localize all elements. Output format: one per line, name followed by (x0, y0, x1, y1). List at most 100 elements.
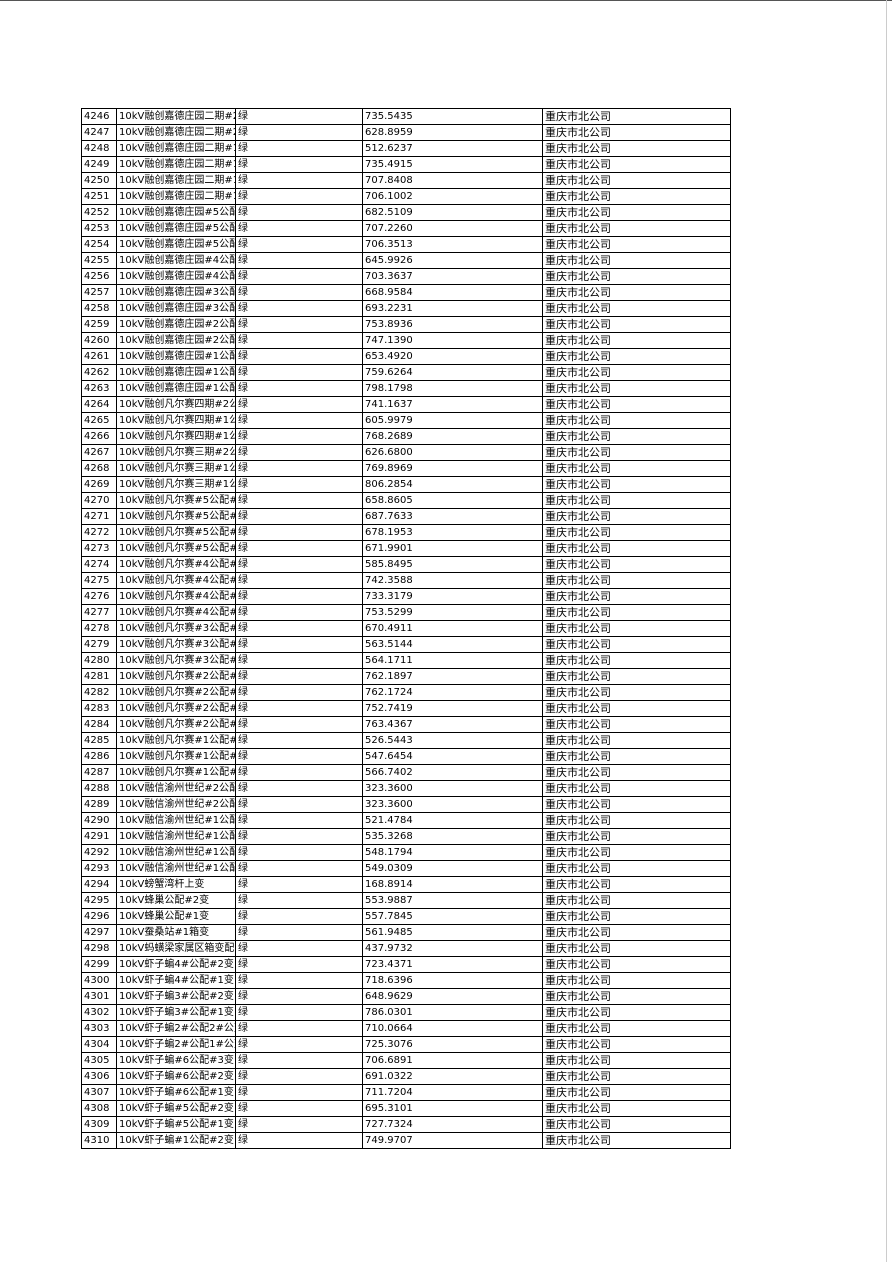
value: 553.9887 (362, 892, 543, 909)
status: 绿 (235, 124, 363, 141)
value: 741.1637 (362, 396, 543, 413)
row-id: 4290 (81, 812, 117, 829)
station-name: 10kV融创凡尔赛#4公配# (116, 588, 236, 605)
status: 绿 (235, 828, 363, 845)
status: 绿 (235, 812, 363, 829)
company: 重庆市北公司 (542, 812, 731, 829)
status: 绿 (235, 1020, 363, 1037)
station-name: 10kV融创凡尔赛#5公配# (116, 508, 236, 525)
status: 绿 (235, 764, 363, 781)
station-name: 10kV融创嘉德庄园#5公配 (116, 220, 236, 237)
station-name: 10kV融创凡尔赛四期#1公 (116, 412, 236, 429)
company: 重庆市北公司 (542, 172, 731, 189)
row-id: 4289 (81, 796, 117, 813)
table-row: 4258 10kV融创嘉德庄园#3公配绿 693.2231 重庆市北公司 (81, 300, 731, 317)
value: 747.1390 (362, 332, 543, 349)
value: 671.9901 (362, 540, 543, 557)
value: 548.1794 (362, 844, 543, 861)
value: 706.1002 (362, 188, 543, 205)
station-name: 10kV融创凡尔赛三期#1公 (116, 476, 236, 493)
value: 653.4920 (362, 348, 543, 365)
value: 768.2689 (362, 428, 543, 445)
station-name: 10kV虾子蝙4#公配#2变 (116, 956, 236, 973)
value: 678.1953 (362, 524, 543, 541)
value: 168.8914 (362, 876, 543, 893)
status: 绿 (235, 988, 363, 1005)
value: 786.0301 (362, 1004, 543, 1021)
status: 绿 (235, 348, 363, 365)
company: 重庆市北公司 (542, 780, 731, 797)
company: 重庆市北公司 (542, 860, 731, 877)
value: 512.6237 (362, 140, 543, 157)
table-row: 4300 10kV虾子蝙4#公配#1变绿 718.6396 重庆市北公司 (81, 972, 731, 989)
table-row: 4279 10kV融创凡尔赛#3公配# 绿 563.5144 重庆市北公司 (81, 636, 731, 653)
station-name: 10kV融创凡尔赛#1公配# (116, 748, 236, 765)
status: 绿 (235, 620, 363, 637)
company: 重庆市北公司 (542, 572, 731, 589)
table-row: 4309 10kV虾子蝙#5公配#1变绿 727.7324 重庆市北公司 (81, 1116, 731, 1133)
status: 绿 (235, 380, 363, 397)
value: 585.8495 (362, 556, 543, 573)
row-id: 4263 (81, 380, 117, 397)
company: 重庆市北公司 (542, 1068, 731, 1085)
table-row: 4291 10kV融信渝州世纪#1公配绿 535.3268 重庆市北公司 (81, 828, 731, 845)
company: 重庆市北公司 (542, 204, 731, 221)
value: 557.7845 (362, 908, 543, 925)
row-id: 4304 (81, 1036, 117, 1053)
value: 706.3513 (362, 236, 543, 253)
value: 711.7204 (362, 1084, 543, 1101)
table-row: 4255 10kV融创嘉德庄园#4公配绿 645.9926 重庆市北公司 (81, 252, 731, 269)
row-id: 4298 (81, 940, 117, 957)
row-id: 4279 (81, 636, 117, 653)
status: 绿 (235, 364, 363, 381)
value: 668.9584 (362, 284, 543, 301)
station-name: 10kV融创凡尔赛#5公配# (116, 540, 236, 557)
table-row: 4284 10kV融创凡尔赛#2公配# 绿 763.4367 重庆市北公司 (81, 716, 731, 733)
value: 707.2260 (362, 220, 543, 237)
value: 526.5443 (362, 732, 543, 749)
value: 763.4367 (362, 716, 543, 733)
station-name: 10kV融创嘉德庄园#3公配 (116, 300, 236, 317)
value: 628.8959 (362, 124, 543, 141)
company: 重庆市北公司 (542, 876, 731, 893)
station-name: 10kV虾子蝙#5公配#1变 (116, 1116, 236, 1133)
value: 691.0322 (362, 1068, 543, 1085)
station-name: 10kV虾子蝙#6公配#1变 (116, 1084, 236, 1101)
value: 707.8408 (362, 172, 543, 189)
station-name: 10kV融创凡尔赛#2公配# (116, 684, 236, 701)
station-name: 10kV融创嘉德庄园#2公配 (116, 332, 236, 349)
value: 648.9629 (362, 988, 543, 1005)
table-row: 4299 10kV虾子蝙4#公配#2变绿 723.4371 重庆市北公司 (81, 956, 731, 973)
status: 绿 (235, 220, 363, 237)
status: 绿 (235, 1004, 363, 1021)
company: 重庆市北公司 (542, 364, 731, 381)
value: 670.4911 (362, 620, 543, 637)
table-row: 4307 10kV虾子蝙#6公配#1变绿 711.7204 重庆市北公司 (81, 1084, 731, 1101)
company: 重庆市北公司 (542, 460, 731, 477)
row-id: 4246 (81, 108, 117, 125)
status: 绿 (235, 972, 363, 989)
value: 733.3179 (362, 588, 543, 605)
row-id: 4253 (81, 220, 117, 237)
company: 重庆市北公司 (542, 444, 731, 461)
table-row: 4270 10kV融创凡尔赛#5公配# 绿 658.8605 重庆市北公司 (81, 492, 731, 509)
table-row: 4253 10kV融创嘉德庄园#5公配绿 707.2260 重庆市北公司 (81, 220, 731, 237)
row-id: 4249 (81, 156, 117, 173)
row-id: 4276 (81, 588, 117, 605)
value: 561.9485 (362, 924, 543, 941)
row-id: 4255 (81, 252, 117, 269)
company: 重庆市北公司 (542, 588, 731, 605)
table-row: 4308 10kV虾子蝙#5公配#2变绿 695.3101 重庆市北公司 (81, 1100, 731, 1117)
table-row: 4246 10kV融创嘉德庄园二期#2 绿 735.5435 重庆市北公司 (81, 108, 731, 125)
value: 323.3600 (362, 796, 543, 813)
value: 566.7402 (362, 764, 543, 781)
company: 重庆市北公司 (542, 732, 731, 749)
company: 重庆市北公司 (542, 748, 731, 765)
station-name: 10kV融创凡尔赛#2公配# (116, 700, 236, 717)
status: 绿 (235, 684, 363, 701)
row-id: 4308 (81, 1100, 117, 1117)
row-id: 4294 (81, 876, 117, 893)
company: 重庆市北公司 (542, 188, 731, 205)
row-id: 4267 (81, 444, 117, 461)
value: 723.4371 (362, 956, 543, 973)
